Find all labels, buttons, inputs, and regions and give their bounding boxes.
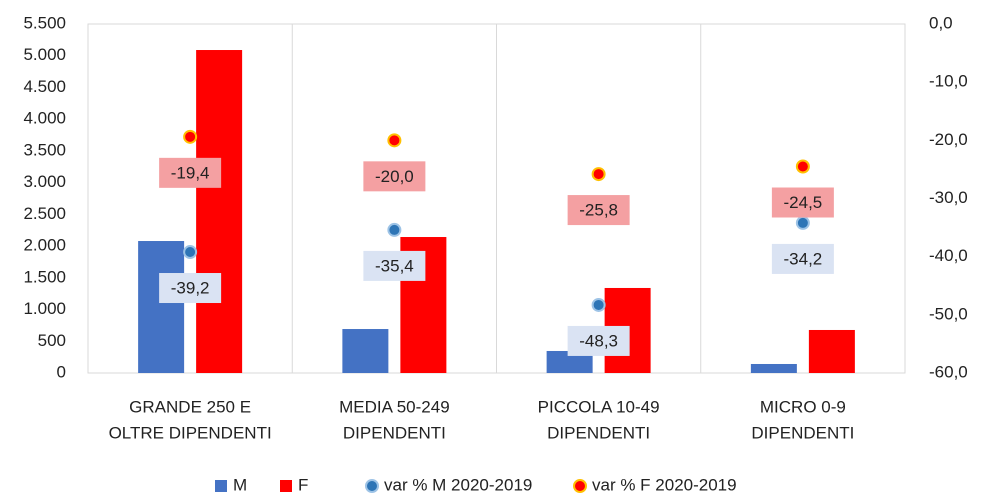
x-tick-label: MICRO 0-9 — [760, 397, 846, 416]
legend-swatch — [215, 480, 227, 492]
data-label: -19,4 — [171, 163, 210, 182]
y-tick-label: 1.000 — [23, 299, 66, 318]
scatter-point — [387, 133, 402, 148]
legend-swatch — [280, 480, 292, 492]
data-label: -20,0 — [375, 167, 414, 186]
legend-swatch — [365, 479, 379, 493]
data-label: -35,4 — [375, 256, 414, 275]
data-label-box — [771, 187, 834, 218]
y2-tick-label: -60,0 — [929, 362, 968, 381]
y2-tick-label: -20,0 — [929, 130, 968, 149]
y2-tick-label: -40,0 — [929, 246, 968, 265]
x-tick-label: DIPENDENTI — [751, 423, 854, 442]
y-tick-label: 3.000 — [23, 172, 66, 191]
data-label: -25,8 — [579, 201, 618, 220]
data-label-box — [363, 161, 426, 192]
y-tick-label: 4.000 — [23, 109, 66, 128]
data-label-box — [771, 243, 834, 274]
y2-tick-label: -50,0 — [929, 304, 968, 323]
y2-tick-label: -10,0 — [929, 72, 968, 91]
y-tick-label: 5.500 — [23, 13, 66, 32]
scatter-point — [387, 222, 402, 237]
data-label-box — [567, 195, 630, 226]
y-tick-label: 1.500 — [23, 267, 66, 286]
data-label: -48,3 — [579, 331, 618, 350]
x-tick-label: GRANDE 250 E — [129, 397, 251, 416]
scatter-point — [183, 245, 198, 260]
bar — [546, 350, 593, 373]
x-tick-label: PICCOLA 10-49 — [538, 397, 660, 416]
bar — [342, 329, 389, 373]
bar — [196, 50, 243, 374]
data-label-box — [363, 250, 426, 281]
legend-label: var % M 2020-2019 — [384, 475, 532, 494]
x-tick-label: DIPENDENTI — [547, 423, 650, 442]
data-label: -39,2 — [171, 278, 210, 297]
y-tick-label: 0 — [57, 362, 66, 381]
x-tick-label: DIPENDENTI — [343, 423, 446, 442]
y-tick-label: 2.500 — [23, 204, 66, 223]
x-tick-label: OLTRE DIPENDENTI — [109, 423, 272, 442]
scatter-point — [591, 167, 606, 182]
bar — [808, 329, 855, 373]
scatter-point — [795, 215, 810, 230]
bar — [138, 241, 185, 373]
scatter-point — [795, 159, 810, 174]
bar — [750, 363, 797, 373]
scatter-point — [591, 297, 606, 312]
legend-swatch — [573, 479, 587, 493]
y-tick-label: 500 — [38, 331, 66, 350]
legend-label: M — [233, 475, 247, 494]
data-label-box — [159, 157, 222, 188]
data-label: -24,5 — [784, 193, 823, 212]
data-label-box — [159, 273, 222, 304]
x-tick-label: MEDIA 50-249 — [339, 397, 450, 416]
y2-tick-label: 0,0 — [929, 13, 953, 32]
y-tick-label: 4.500 — [23, 77, 66, 96]
data-label-box — [567, 325, 630, 356]
y-tick-label: 3.500 — [23, 140, 66, 159]
legend-label: var % F 2020-2019 — [592, 475, 737, 494]
y2-tick-label: -30,0 — [929, 188, 968, 207]
y-tick-label: 2.000 — [23, 236, 66, 255]
data-label: -34,2 — [784, 249, 823, 268]
y-tick-label: 5.000 — [23, 45, 66, 64]
legend-label: F — [298, 475, 308, 494]
scatter-point — [183, 129, 198, 144]
